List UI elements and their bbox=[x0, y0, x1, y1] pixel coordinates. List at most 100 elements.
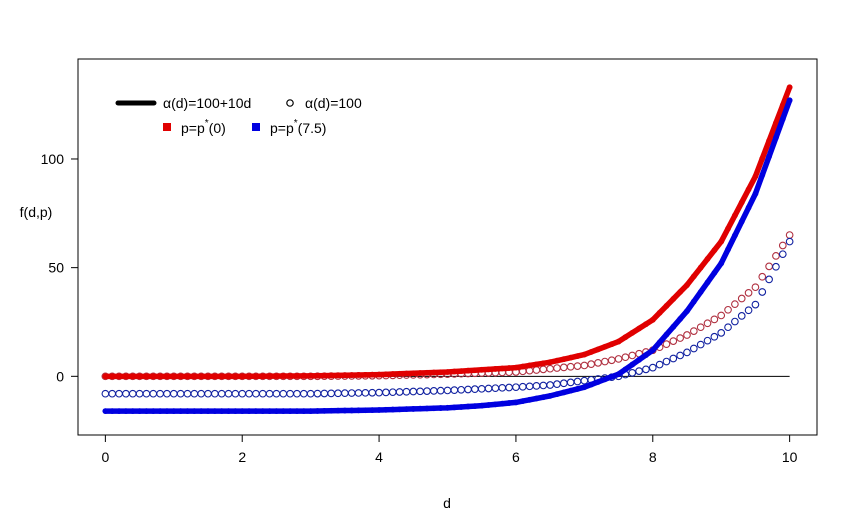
data-point bbox=[314, 408, 321, 414]
data-point bbox=[287, 408, 294, 414]
data-point bbox=[341, 407, 348, 414]
data-point bbox=[662, 357, 671, 366]
data-point bbox=[608, 341, 615, 348]
series-circle-blue bbox=[101, 237, 794, 398]
data-point bbox=[225, 373, 232, 380]
data-point bbox=[635, 367, 643, 375]
data-point bbox=[526, 362, 533, 369]
data-point bbox=[567, 354, 574, 361]
data-point bbox=[690, 298, 697, 305]
data-point bbox=[478, 402, 485, 409]
data-point bbox=[170, 373, 177, 380]
data-point bbox=[136, 408, 143, 414]
data-point bbox=[122, 408, 129, 414]
data-point bbox=[710, 315, 719, 324]
data-point bbox=[205, 408, 211, 414]
data-point bbox=[540, 394, 547, 401]
data-point bbox=[745, 186, 752, 193]
data-point bbox=[689, 344, 698, 353]
data-point bbox=[211, 408, 218, 414]
data-point bbox=[471, 403, 478, 409]
data-point bbox=[697, 264, 704, 271]
data-point bbox=[744, 306, 753, 315]
data-point bbox=[773, 119, 779, 126]
data-point bbox=[253, 373, 259, 380]
data-point bbox=[328, 372, 335, 379]
data-point bbox=[335, 372, 341, 379]
data-point bbox=[492, 366, 499, 372]
data-point bbox=[766, 137, 773, 144]
data-point bbox=[218, 373, 225, 380]
x-tick-label: 8 bbox=[649, 449, 657, 465]
data-point bbox=[300, 408, 307, 414]
data-point bbox=[636, 356, 642, 363]
data-point bbox=[669, 354, 678, 363]
data-point bbox=[335, 407, 341, 414]
data-point bbox=[191, 408, 198, 414]
legend-blue-label: p=p*(7.5) bbox=[270, 118, 326, 136]
data-point bbox=[615, 338, 622, 345]
legend-circle-swatch bbox=[286, 99, 294, 107]
data-point bbox=[396, 370, 403, 377]
data-point bbox=[273, 373, 280, 380]
data-point bbox=[731, 317, 739, 326]
data-point bbox=[595, 346, 601, 353]
data-point bbox=[786, 97, 793, 104]
data-point bbox=[164, 408, 170, 414]
data-point bbox=[614, 355, 623, 363]
data-point bbox=[759, 155, 766, 162]
data-point bbox=[321, 372, 328, 379]
data-point bbox=[396, 406, 403, 413]
data-point bbox=[376, 407, 382, 413]
data-point bbox=[765, 275, 773, 284]
data-point bbox=[731, 232, 738, 239]
data-point bbox=[184, 408, 191, 414]
data-point bbox=[191, 373, 198, 380]
data-point bbox=[150, 408, 157, 414]
data-point bbox=[677, 316, 684, 322]
data-point bbox=[485, 366, 492, 373]
data-point bbox=[574, 386, 581, 392]
data-point bbox=[684, 282, 690, 288]
data-point bbox=[567, 387, 574, 394]
data-point bbox=[348, 407, 355, 414]
legend: α(d)=100+10d α(d)=100 p=p*(0) p=p*(7.5) bbox=[115, 95, 362, 136]
data-point bbox=[513, 364, 519, 371]
data-point bbox=[724, 323, 732, 332]
data-point bbox=[232, 408, 239, 414]
data-point bbox=[547, 392, 554, 399]
data-point bbox=[424, 405, 430, 412]
data-point bbox=[554, 391, 560, 398]
data-point bbox=[628, 351, 637, 360]
data-point bbox=[164, 373, 170, 380]
data-point bbox=[785, 237, 794, 246]
data-point bbox=[451, 404, 458, 411]
data-point bbox=[116, 408, 122, 414]
data-point bbox=[424, 369, 430, 376]
data-point bbox=[259, 373, 266, 380]
data-point bbox=[294, 373, 300, 379]
data-point bbox=[662, 340, 671, 349]
data-point bbox=[683, 348, 691, 357]
data-point bbox=[362, 407, 369, 414]
data-point bbox=[355, 407, 362, 414]
data-point bbox=[410, 370, 417, 377]
data-point bbox=[102, 373, 109, 380]
data-point bbox=[246, 408, 252, 414]
data-point bbox=[444, 369, 451, 375]
data-point bbox=[711, 269, 718, 276]
data-point bbox=[786, 84, 793, 91]
data-point bbox=[629, 361, 636, 368]
data-point bbox=[622, 366, 629, 373]
data-point bbox=[588, 381, 595, 388]
data-point bbox=[758, 288, 767, 296]
data-point bbox=[355, 372, 362, 378]
data-point bbox=[122, 373, 129, 380]
data-point bbox=[157, 408, 164, 414]
data-point bbox=[307, 408, 314, 414]
data-point bbox=[533, 395, 540, 402]
data-point bbox=[239, 373, 246, 380]
data-point bbox=[696, 323, 705, 332]
data-point bbox=[348, 372, 355, 379]
